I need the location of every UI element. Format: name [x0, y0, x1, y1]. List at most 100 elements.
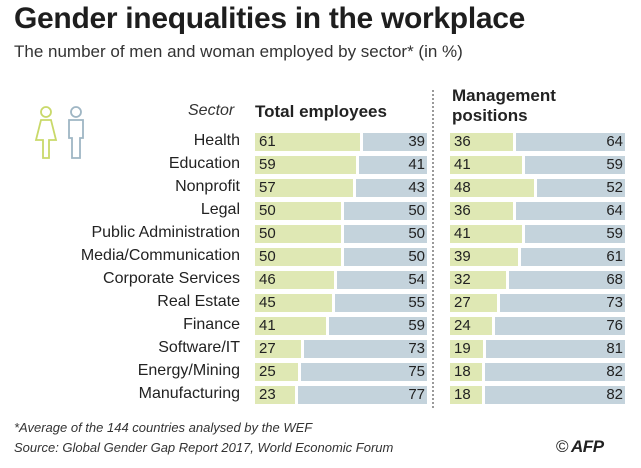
mgmt-male-bar [495, 317, 625, 335]
total-employees-header: Total employees [255, 102, 387, 121]
total-female-value: 45 [259, 294, 276, 311]
total-female-bar [255, 225, 341, 243]
total-female-bar [255, 179, 354, 197]
mgmt-female-value: 48 [454, 179, 471, 196]
mgmt-male-value: 81 [606, 340, 623, 357]
mgmt-male-bar [537, 179, 625, 197]
mgmt-male-bar [500, 294, 625, 312]
female-icon [34, 106, 58, 159]
total-male-bar [362, 133, 427, 151]
total-female-bar [255, 340, 302, 358]
mgmt-female-value: 18 [454, 386, 471, 403]
mgmt-male-bar [521, 248, 625, 266]
total-female-value: 41 [259, 317, 276, 334]
management-header: Management positions [452, 86, 556, 125]
mgmt-male-bar [524, 156, 625, 174]
total-male-value: 39 [408, 133, 425, 150]
total-male-value: 75 [408, 363, 425, 380]
mgmt-male-bar [516, 202, 625, 220]
mgmt-female-value: 39 [454, 248, 471, 265]
mgmt-male-value: 64 [606, 133, 623, 150]
mgmt-male-value: 68 [606, 271, 623, 288]
mgmt-male-value: 59 [606, 225, 623, 242]
total-male-value: 50 [408, 202, 425, 219]
mgmt-female-bar [450, 386, 482, 404]
total-male-value: 73 [408, 340, 425, 357]
total-female-bar [255, 202, 341, 220]
total-male-value: 54 [408, 271, 425, 288]
mgmt-male-value: 52 [606, 179, 623, 196]
total-female-bar [255, 294, 333, 312]
mgmt-female-bar [450, 363, 482, 381]
mgmt-male-value: 59 [606, 156, 623, 173]
total-male-bar [344, 248, 427, 266]
sector-label: Legal [200, 201, 240, 218]
mgmt-female-value: 36 [454, 202, 471, 219]
total-female-value: 50 [259, 225, 276, 242]
total-male-bar [297, 386, 427, 404]
mgmt-female-value: 19 [454, 340, 471, 357]
mgmt-female-bar [450, 317, 492, 335]
mgmt-male-value: 64 [606, 202, 623, 219]
mgmt-female-value: 18 [454, 363, 471, 380]
total-female-value: 50 [259, 248, 276, 265]
sector-label: Health [193, 132, 240, 149]
total-female-value: 27 [259, 340, 276, 357]
total-female-value: 61 [259, 133, 276, 150]
sector-label: Nonprofit [175, 178, 240, 195]
mgmt-male-bar [484, 386, 625, 404]
total-female-value: 50 [259, 202, 276, 219]
total-male-bar [359, 156, 427, 174]
total-female-bar [255, 271, 335, 289]
mgmt-female-value: 41 [454, 225, 471, 242]
total-male-bar [304, 340, 427, 358]
sector-label: Energy/Mining [137, 362, 240, 379]
total-female-bar [255, 248, 341, 266]
mgmt-female-value: 41 [454, 156, 471, 173]
sector-label: Finance [183, 316, 240, 333]
total-male-bar [337, 271, 427, 289]
total-male-bar [344, 202, 427, 220]
mgmt-female-bar [450, 340, 484, 358]
sector-label: Manufacturing [138, 385, 240, 402]
panel-divider [432, 90, 434, 408]
mgmt-male-bar [524, 225, 625, 243]
male-icon [68, 106, 84, 159]
sector-label: Software/IT [158, 339, 240, 356]
mgmt-male-bar [486, 340, 625, 358]
total-female-value: 25 [259, 363, 276, 380]
total-female-value: 57 [259, 179, 276, 196]
total-female-value: 59 [259, 156, 276, 173]
mgmt-female-value: 32 [454, 271, 471, 288]
mgmt-female-bar [450, 294, 498, 312]
total-female-value: 23 [259, 386, 276, 403]
mgmt-male-value: 82 [606, 363, 623, 380]
source-note: Source: Global Gender Gap Report 2017, W… [14, 440, 394, 455]
sector-label: Real Estate [157, 293, 240, 310]
total-male-value: 43 [408, 179, 425, 196]
total-male-bar [328, 317, 427, 335]
mgmt-female-bar [450, 225, 522, 243]
sector-label: Corporate Services [103, 270, 240, 287]
mgmt-female-bar [450, 179, 534, 197]
total-male-bar [335, 294, 427, 312]
chart-subtitle: The number of men and woman employed by … [14, 42, 463, 61]
mgmt-male-value: 61 [606, 248, 623, 265]
total-female-bar [255, 317, 326, 335]
sector-label: Media/Communication [80, 247, 240, 264]
total-female-bar [255, 156, 357, 174]
mgmt-female-bar [450, 248, 519, 266]
total-female-bar [255, 363, 298, 381]
total-male-value: 50 [408, 225, 425, 242]
mgmt-female-value: 36 [454, 133, 471, 150]
mgmt-female-bar [450, 156, 522, 174]
total-male-bar [301, 363, 427, 381]
total-male-bar [344, 225, 427, 243]
mgmt-male-bar [516, 133, 625, 151]
sector-label: Public Administration [91, 224, 240, 241]
sector-header: Sector [188, 102, 235, 119]
mgmt-female-bar [450, 202, 513, 220]
mgmt-male-bar [509, 271, 625, 289]
total-male-value: 77 [408, 386, 425, 403]
total-female-bar [255, 133, 360, 151]
